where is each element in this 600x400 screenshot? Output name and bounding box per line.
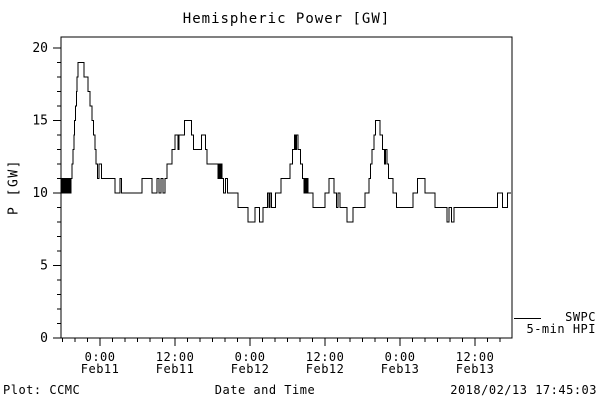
x-tick-time-label: 12:00	[306, 350, 345, 364]
x-tick-date-label: Feb11	[156, 362, 195, 376]
x-tick-date-label: Feb12	[306, 362, 345, 376]
plot-source-label: Plot: CCMC	[3, 383, 81, 397]
x-tick-time-label: 0:00	[385, 350, 416, 364]
x-axis-title: Date and Time	[214, 383, 316, 397]
x-tick-date-label: Feb13	[456, 362, 495, 376]
x-axis-labels: 0:00Feb1112:00Feb110:00Feb1212:00Feb120:…	[81, 350, 495, 376]
power-series-line	[61, 61, 511, 223]
y-tick-label: 20	[32, 41, 48, 56]
legend-series-name: SWPC	[565, 310, 596, 324]
x-tick-time-label: 12:00	[456, 350, 495, 364]
y-tick-label: 0	[40, 331, 48, 346]
y-tick-label: 10	[32, 186, 48, 201]
chart-title: Hemispheric Power [GW]	[182, 11, 391, 27]
x-axis-ticks	[62, 338, 501, 346]
y-tick-label: 5	[40, 258, 48, 273]
y-axis-ticks	[53, 47, 61, 339]
x-tick-date-label: Feb11	[81, 362, 120, 376]
legend: SWPC 5-min HPI	[526, 311, 596, 335]
x-tick-time-label: 0:00	[235, 350, 266, 364]
x-tick-date-label: Feb12	[231, 362, 270, 376]
x-tick-time-label: 12:00	[156, 350, 195, 364]
x-tick-time-label: 0:00	[85, 350, 116, 364]
legend-series-detail: 5-min HPI	[526, 322, 596, 336]
plot-timestamp: 2018/02/13 17:45:03	[450, 383, 597, 397]
legend-line-sample	[514, 318, 541, 319]
x-tick-date-label: Feb13	[381, 362, 420, 376]
y-tick-label: 15	[32, 113, 48, 128]
y-axis-labels: 0 5 10 15 20	[32, 41, 48, 346]
plot-border	[60, 36, 513, 339]
